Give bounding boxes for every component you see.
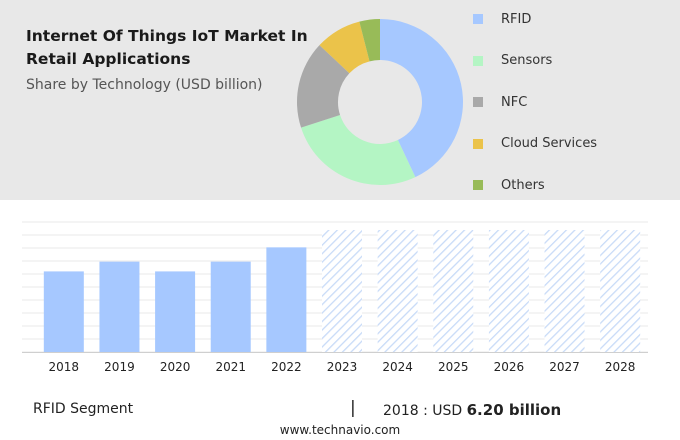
legend-label-cloud-services: Cloud Services xyxy=(501,136,598,151)
bar-2020 xyxy=(155,271,196,352)
legend-item-sensors: Sensors xyxy=(473,51,552,71)
legend-swatch-sensors xyxy=(473,55,483,66)
segment-value-amount: 6.20 billion xyxy=(466,401,562,419)
x-tick-2023: 2023 xyxy=(327,360,358,374)
x-tick-2028: 2028 xyxy=(605,360,636,374)
bar-2021 xyxy=(210,261,251,352)
donut-slice-cloud-services xyxy=(319,21,370,74)
x-tick-2018: 2018 xyxy=(49,360,80,374)
x-tick-2022: 2022 xyxy=(271,360,302,374)
forecast-bar-2025 xyxy=(433,230,474,352)
legend-swatch-nfc xyxy=(473,97,483,107)
legend-swatch-rfid xyxy=(473,14,483,24)
chart-subtitle: Share by Technology (USD billion) xyxy=(26,77,263,93)
forecast-bar-2023 xyxy=(322,230,362,352)
x-tick-2021: 2021 xyxy=(215,360,246,374)
legend-item-nfc: NFC xyxy=(473,92,527,112)
donut-slice-nfc xyxy=(297,45,350,128)
forecast-bar-2024 xyxy=(377,230,418,352)
bar-2018 xyxy=(43,271,84,352)
x-tick-2020: 2020 xyxy=(160,360,191,374)
bar-2022 xyxy=(266,247,307,352)
x-tick-2024: 2024 xyxy=(382,360,413,374)
x-tick-2026: 2026 xyxy=(494,360,525,374)
legend-swatch-others xyxy=(473,180,483,190)
summary-panel: Internet Of Things IoT Market In Retail … xyxy=(0,0,680,200)
legend-label-others: Others xyxy=(501,177,545,193)
donut-slice-sensors xyxy=(301,114,416,185)
bar-chart: 2018 2019 2020 2021 2022 2023 2024 2025 2026 2027… xyxy=(22,221,648,374)
x-tick-2025: 2025 xyxy=(438,360,469,374)
source-watermark: www.technavio.com xyxy=(279,423,401,437)
legend-label-nfc: NFC xyxy=(501,94,528,110)
bar-2019 xyxy=(99,261,140,352)
legend-item-cloud-services: Cloud Services xyxy=(473,134,597,154)
legend-label-sensors: Sensors xyxy=(501,53,553,68)
donut-slice-rfid xyxy=(380,19,463,178)
segment-label: RFID Segment xyxy=(33,401,134,417)
legend-swatch-cloud-services xyxy=(473,138,483,149)
forecast-bar-2026 xyxy=(488,230,529,352)
legend-item-rfid: RFID xyxy=(473,9,531,29)
segment-value-prefix: 2018 : USD xyxy=(383,403,467,419)
chart-title: Internet Of Things IoT Market In Retail … xyxy=(26,27,308,68)
legend-item-others: Others xyxy=(473,175,545,195)
x-tick-2027: 2027 xyxy=(549,360,580,374)
donut-slice-others xyxy=(359,19,380,62)
segment-value: 2018 : USD 6.20 billion xyxy=(383,401,561,419)
footer-divider: | xyxy=(350,398,356,418)
forecast-bar-2027 xyxy=(544,230,585,352)
x-tick-2019: 2019 xyxy=(104,360,135,374)
forecast-bar-2028 xyxy=(600,230,641,352)
legend-label-rfid: RFID xyxy=(501,11,532,27)
donut-chart xyxy=(297,19,463,185)
